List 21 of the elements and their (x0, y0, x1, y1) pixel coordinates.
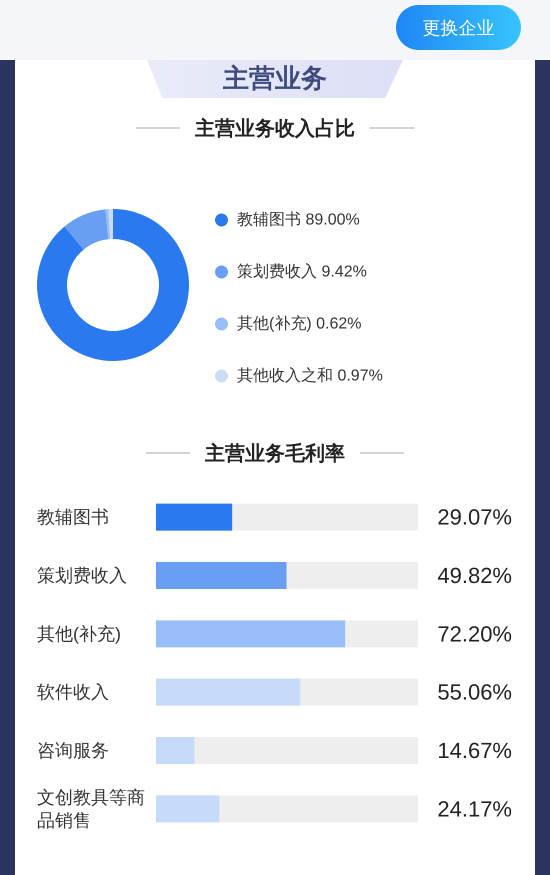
legend-label: 其他(补充) 0.62% (237, 314, 362, 332)
legend-label: 策划费收入 9.42% (237, 262, 367, 280)
y-tick-label: 文创教具等商品销售 (37, 787, 145, 830)
y-tick-label: 其他(补充) (37, 624, 121, 644)
chart-title: 主营业务毛利率 (205, 442, 345, 466)
legend-label: 其他收入之和 0.97% (237, 366, 383, 384)
data-label: 14.67% (437, 738, 512, 763)
y-tick-label: 软件收入 (37, 682, 109, 702)
data-label: 49.82% (437, 563, 512, 588)
y-tick-label: 教辅图书 (37, 507, 109, 528)
legend-label: 教辅图书 89.00% (237, 210, 360, 228)
y-tick-label: 咨询服务 (37, 740, 109, 760)
y-tick-label: 策划费收入 (37, 566, 127, 586)
bar (156, 737, 194, 764)
data-label: 29.07% (437, 504, 512, 530)
chart-subtitle: 主营业务收入占比 (195, 116, 355, 142)
change-company-button[interactable]: 更换企业 (396, 5, 521, 50)
bar (156, 795, 220, 822)
data-label: 55.06% (437, 680, 512, 705)
data-label: 72.20% (437, 621, 512, 646)
data-label: 24.17% (437, 796, 512, 822)
